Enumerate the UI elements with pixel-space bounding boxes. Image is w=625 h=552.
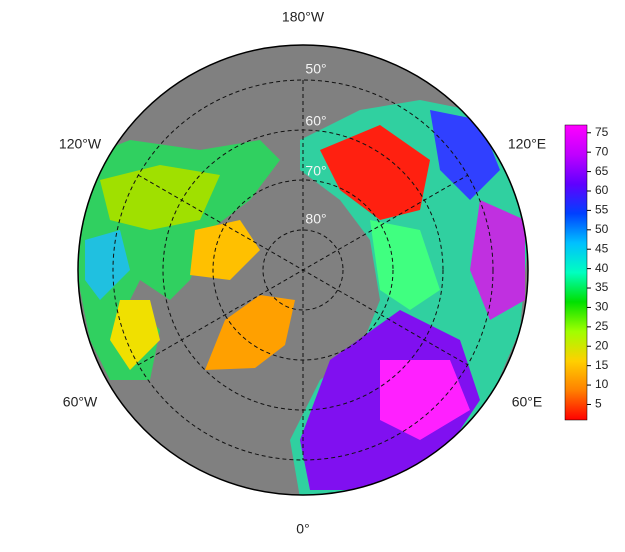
latitude-label: 80° xyxy=(305,211,326,227)
colorbar-tick-label: 25 xyxy=(595,319,609,333)
greenland xyxy=(205,295,295,370)
colorbar-tick-label: 30 xyxy=(595,300,609,314)
land-field xyxy=(78,100,528,495)
longitude-label: 120°E xyxy=(508,136,546,152)
colorbar-tick-label: 70 xyxy=(595,144,609,158)
region xyxy=(370,220,440,310)
colorbar-tick-label: 5 xyxy=(595,397,602,411)
colorbar-tick-label: 40 xyxy=(595,261,609,275)
colorbar-tick-label: 65 xyxy=(595,164,609,178)
lat-circle xyxy=(112,79,494,461)
region xyxy=(85,230,130,300)
graticule xyxy=(112,79,494,461)
colorbar: 5 10 15 20 25 30 35 40 45 50 55 60 65 70 75 xyxy=(564,124,609,421)
longitude-label: 60°E xyxy=(512,394,543,410)
colorbar-tick-label: 60 xyxy=(595,183,609,197)
longitude-label: 60°W xyxy=(63,394,98,410)
map-border xyxy=(77,44,529,496)
region xyxy=(110,300,160,370)
latitude-label: 50° xyxy=(305,61,326,77)
colorbar-tick-label: 10 xyxy=(595,377,609,391)
region xyxy=(100,165,220,230)
region xyxy=(380,360,470,440)
colorbar-bar xyxy=(564,124,588,421)
latitude-label: 70° xyxy=(305,163,326,179)
colorbar-tick-label: 35 xyxy=(595,280,609,294)
longitude-label: 0° xyxy=(296,521,309,537)
colorbar-tick-label: 45 xyxy=(595,241,609,255)
meridian xyxy=(137,174,469,366)
siberia xyxy=(320,125,430,220)
longitude-label: 180°W xyxy=(282,9,325,25)
colorbar-tick-label: 55 xyxy=(595,203,609,217)
colorbar-tick-label: 20 xyxy=(595,338,609,352)
region xyxy=(470,200,525,320)
colorbar-tick-label: 15 xyxy=(595,358,609,372)
longitude-label: 120°W xyxy=(59,136,102,152)
colorbar-tick-label: 50 xyxy=(595,222,609,236)
lat-circle xyxy=(262,229,344,311)
colorbar-tick-label: 75 xyxy=(595,125,609,139)
latitude-label: 60° xyxy=(305,113,326,129)
